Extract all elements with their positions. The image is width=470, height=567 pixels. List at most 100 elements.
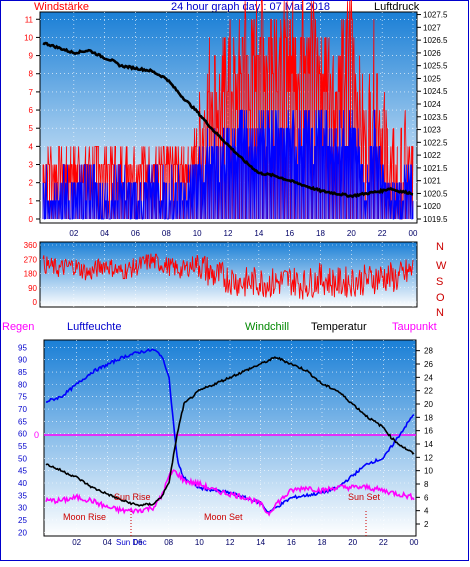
time-tick-label: 22: [378, 229, 387, 238]
pressure-line: [42, 41, 414, 199]
wind-speed-label: Windstärke: [34, 1, 89, 13]
temperature-tick-label: 12: [424, 453, 433, 462]
humidity-tick-label: 40: [18, 479, 27, 488]
wind-direction-series: [42, 253, 414, 300]
temperature-tick-label: 6: [424, 493, 429, 502]
humidity-label: Luftfeuchte: [67, 321, 121, 333]
time-tick-label: 18: [316, 229, 325, 238]
temperature-series: [45, 356, 415, 507]
temperature-tick-label: 20: [424, 400, 433, 409]
dewpoint-line: [45, 469, 415, 517]
pressure-tick-label: 1027: [423, 23, 441, 32]
humidity-axis: 20 25 30 35 40 45 50 55 60 65 70 75 80 85 90 95: [18, 343, 27, 537]
pressure-tick-label: 1026: [423, 49, 441, 58]
time-tick-label: 06: [134, 538, 143, 547]
humidity-tick-label: 85: [18, 368, 27, 377]
time-tick-label: 16: [285, 229, 294, 238]
humidity-temperature-plot-area: [43, 339, 417, 537]
compass-letter: O: [436, 292, 445, 304]
temperature-tick-label: 10: [424, 467, 433, 476]
sun-rise-label: Sun Rise: [114, 492, 151, 502]
pressure-tick-label: 1025: [423, 74, 441, 83]
temperature-tick-label: 24: [424, 373, 433, 382]
temperature-tick-label: 18: [424, 413, 433, 422]
direction-tick-label: 270: [24, 255, 38, 264]
rain-zero-label: 0: [34, 430, 39, 440]
sun-set-label: Sun Set: [348, 492, 381, 502]
temperature-tick-label: 16: [424, 427, 433, 436]
temperature-tick-label: 2: [424, 520, 429, 529]
humidity-tick-label: 95: [18, 343, 27, 352]
temperature-tick-label: 8: [424, 480, 429, 489]
pressure-tick-label: 1022.5: [423, 138, 448, 147]
temperature-tick-label: 28: [424, 347, 433, 356]
time-tick-label: 14: [254, 229, 263, 238]
wind-tick-label: 7: [29, 88, 34, 97]
time-tick-label: 10: [193, 229, 202, 238]
time-tick-label: 02: [72, 538, 81, 547]
wind-tick-label: 6: [29, 106, 34, 115]
humidity-line: [45, 348, 415, 515]
pressure-tick-label: 1027.5: [423, 11, 448, 20]
wind-tick-label: 11: [25, 15, 34, 24]
direction-tick-label: 180: [24, 270, 38, 279]
wind-tick-label: 4: [29, 142, 34, 151]
time-tick-label: 00: [409, 229, 418, 238]
time-tick-label: 18: [318, 538, 327, 547]
pressure-label: Luftdruck: [374, 1, 420, 13]
pressure-tick-label: 1023: [423, 126, 441, 135]
humidity-tick-label: 60: [18, 430, 27, 439]
wind-gust-series: [42, 0, 414, 220]
pressure-axis: 1019.5 1020 1020.5 1021 1021.5 1022 1022.5 1023…: [417, 11, 448, 224]
time-tick-label: 14: [256, 538, 265, 547]
humidity-tick-label: 70: [18, 405, 27, 414]
wind-speed-series: [42, 109, 414, 220]
time-tick-label: 02: [69, 229, 78, 238]
pressure-tick-label: 1020: [423, 202, 441, 211]
dewpoint-series: [45, 469, 415, 517]
temperature-tick-label: 4: [424, 507, 429, 516]
humidity-temperature-grid: [44, 340, 416, 536]
pressure-tick-label: 1022: [423, 151, 441, 160]
wind-tick-label: 3: [29, 161, 34, 170]
wind-direction-plot-area: [39, 241, 418, 308]
humidity-tick-label: 25: [18, 516, 27, 525]
compass-letter: N: [436, 307, 444, 319]
humidity-tick-label: 20: [18, 528, 27, 537]
time-tick-label: 20: [348, 538, 357, 547]
wind-axis: 0 1 2 3 4 5 6 7 8 9 10 11: [24, 15, 40, 224]
temperature-tick-label: 22: [424, 387, 433, 396]
temperature-label: Temperatur: [311, 321, 367, 333]
pressure-tick-label: 1023.5: [423, 113, 448, 122]
time-tick-label: 12: [226, 538, 235, 547]
moon-set-label: Moon Set: [204, 512, 243, 522]
humidity-tick-label: 35: [18, 491, 27, 500]
wind-tick-label: 0: [29, 215, 34, 224]
dewpoint-label: Taupunkt: [392, 321, 437, 333]
humidity-tick-label: 65: [18, 417, 27, 426]
time-tick-label: 08: [162, 229, 171, 238]
temperature-tick-label: 14: [424, 440, 433, 449]
time-tick-label: 00: [410, 538, 419, 547]
direction-tick-label: 360: [24, 241, 38, 250]
time-tick-label: 08: [164, 538, 173, 547]
direction-tick-label: 0: [33, 298, 38, 307]
sun-dec-label: Sun Dec: [116, 538, 147, 547]
humidity-tick-label: 50: [18, 454, 27, 463]
pressure-series: [42, 41, 414, 199]
time-tick-label: 06: [131, 229, 140, 238]
wind-speed-line: [42, 109, 414, 220]
time-tick-label: 16: [287, 538, 296, 547]
wind-gust-line: [42, 0, 414, 220]
pressure-tick-label: 1020.5: [423, 189, 448, 198]
direction-axis: 0 90 180 270 360: [24, 241, 38, 307]
time-tick-label: 04: [103, 538, 112, 547]
humidity-tick-label: 30: [18, 504, 27, 513]
time-axis-top: 02 04 06 08 10 12 14 16 18 20 22 00: [69, 229, 418, 238]
wind-direction-line: [42, 253, 414, 300]
time-tick-label: 20: [347, 229, 356, 238]
